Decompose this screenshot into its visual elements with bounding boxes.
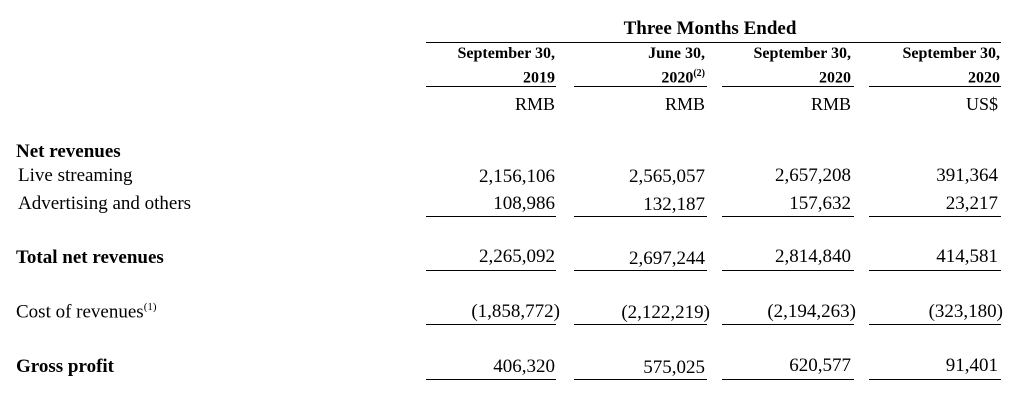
- cell-live-streaming-1: 2,156,106: [479, 166, 555, 187]
- cell-live-streaming-3: 2,657,208: [775, 165, 851, 186]
- gross-rule-3: [722, 379, 854, 380]
- cell-total-net-revenues-2: 2,697,244: [629, 248, 705, 269]
- total-rule-4: [869, 270, 1001, 271]
- row-label-cost-of-revenues: Cost of revenues(1): [16, 301, 157, 323]
- row-label-total-net-revenues: Total net revenues: [16, 247, 164, 268]
- row-label-live-streaming: Live streaming: [18, 165, 133, 186]
- cost-rule-3: [722, 324, 854, 325]
- currency-label-3: RMB: [810, 94, 851, 114]
- cell-total-net-revenues-1: 2,265,092: [479, 246, 555, 267]
- total-rule-3: [722, 270, 854, 271]
- cell-gross-profit-2: 575,025: [643, 357, 705, 378]
- gross-rule-1: [426, 379, 556, 380]
- subtotal-rule-2: [574, 216, 707, 217]
- currency-label-1: RMB: [514, 94, 555, 114]
- cell-advertising-3: 157,632: [789, 193, 851, 214]
- net-revenues-heading: Net revenues: [16, 141, 121, 162]
- title-rule: [426, 42, 1001, 43]
- currency-label-2: RMB: [664, 94, 705, 114]
- cost-rule-4: [869, 324, 1001, 325]
- column-header-2: June 30, 2020(2): [648, 45, 705, 87]
- cell-advertising-1: 108,986: [493, 193, 555, 214]
- gross-rule-2: [574, 379, 707, 380]
- footnote-marker: (2): [693, 68, 705, 79]
- cell-cost-of-revenues-1: (1,858,772): [471, 301, 560, 322]
- cell-total-net-revenues-3: 2,814,840: [775, 246, 851, 267]
- column-header-3: September 30, 2020: [753, 45, 851, 87]
- cost-rule-1: [426, 324, 556, 325]
- cell-cost-of-revenues-2: (2,122,219): [621, 302, 710, 323]
- cell-cost-of-revenues-3: (2,194,263): [767, 301, 856, 322]
- subtotal-rule-1: [426, 216, 556, 217]
- header-rule-4: [869, 86, 1001, 87]
- cell-gross-profit-1: 406,320: [493, 356, 555, 377]
- total-rule-2: [574, 270, 707, 271]
- row-label-gross-profit: Gross profit: [16, 356, 114, 377]
- cell-advertising-4: 23,217: [945, 193, 998, 214]
- cell-live-streaming-2: 2,565,057: [629, 166, 705, 187]
- table-title: Three Months Ended: [623, 18, 797, 39]
- gross-rule-4: [869, 379, 1001, 380]
- cell-gross-profit-4: 91,401: [945, 355, 998, 376]
- column-header-4: September 30, 2020: [902, 45, 1000, 87]
- cell-cost-of-revenues-4: (323,180): [928, 301, 1003, 322]
- row-label-advertising: Advertising and others: [18, 193, 192, 214]
- currency-label-4: US$: [965, 94, 998, 114]
- cost-rule-2: [574, 324, 707, 325]
- cell-gross-profit-3: 620,577: [789, 355, 851, 376]
- cell-live-streaming-4: 391,364: [936, 165, 998, 186]
- column-header-1: September 30, 2019: [457, 45, 555, 87]
- cell-total-net-revenues-4: 414,581: [936, 246, 998, 267]
- header-rule-3: [722, 86, 854, 87]
- subtotal-rule-3: [722, 216, 854, 217]
- header-rule-1: [426, 86, 556, 87]
- total-rule-1: [426, 270, 556, 271]
- footnote-marker: (1): [143, 301, 157, 313]
- cell-advertising-2: 132,187: [643, 194, 705, 215]
- header-rule-2: [574, 86, 707, 87]
- subtotal-rule-4: [869, 216, 1001, 217]
